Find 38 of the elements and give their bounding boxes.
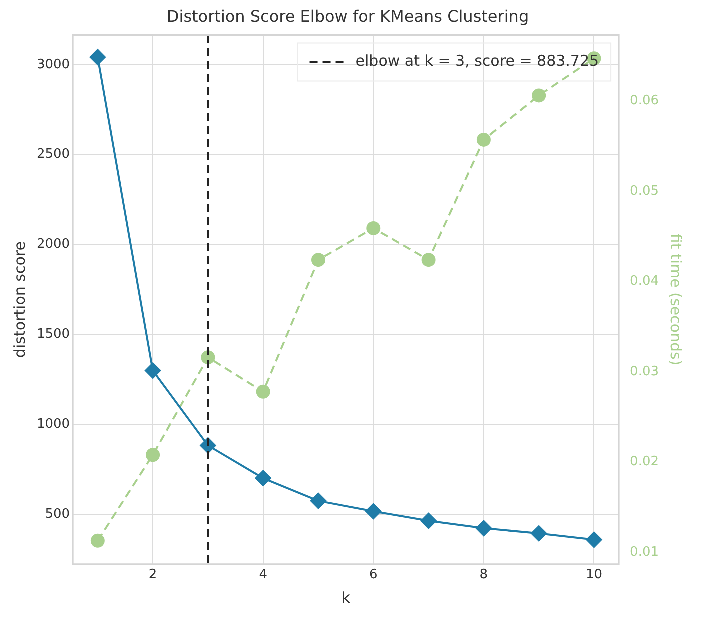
point — [532, 88, 546, 103]
point — [145, 362, 162, 379]
y-tick-label: 500 — [45, 507, 70, 522]
point — [146, 448, 160, 462]
x-tick-label: 2 — [148, 568, 158, 583]
y2-tick-label: 0.05 — [630, 184, 660, 199]
point — [476, 520, 492, 536]
y-axis-title: distortion score — [10, 242, 29, 358]
point — [255, 470, 272, 486]
y2-tick-label: 0.01 — [630, 545, 660, 560]
y2-tick-label: 0.03 — [630, 364, 660, 380]
chart-title: Distortion Score Elbow for KMeans Clustering — [166, 6, 530, 26]
point — [90, 49, 106, 66]
y2-axis-title: fit time (seconds) — [667, 234, 686, 366]
point — [366, 221, 381, 236]
x-tick-label: 6 — [370, 568, 378, 583]
point — [90, 534, 105, 548]
y-tick-label: 2500 — [36, 147, 70, 162]
y2-tick-label: 0.02 — [630, 454, 660, 470]
y-tick-label: 1000 — [36, 417, 70, 432]
point — [310, 493, 326, 510]
point — [311, 253, 326, 268]
x-tick-label: 8 — [480, 568, 488, 583]
y2-tick-label: 0.06 — [630, 94, 660, 108]
x-axis-title: k — [342, 588, 351, 607]
point — [531, 526, 548, 542]
x-tick-label: 4 — [259, 568, 268, 583]
point — [256, 384, 270, 399]
point — [420, 513, 437, 530]
point — [586, 532, 602, 548]
y-tick-label: 3000 — [36, 57, 70, 72]
point — [366, 504, 382, 520]
y-tick-label: 1500 — [36, 327, 70, 342]
point — [476, 132, 491, 147]
y-tick-label: 2000 — [36, 237, 70, 252]
y2-tick-label: 0.04 — [630, 274, 660, 290]
x-tick-label: 10 — [586, 568, 603, 583]
point — [422, 253, 436, 268]
